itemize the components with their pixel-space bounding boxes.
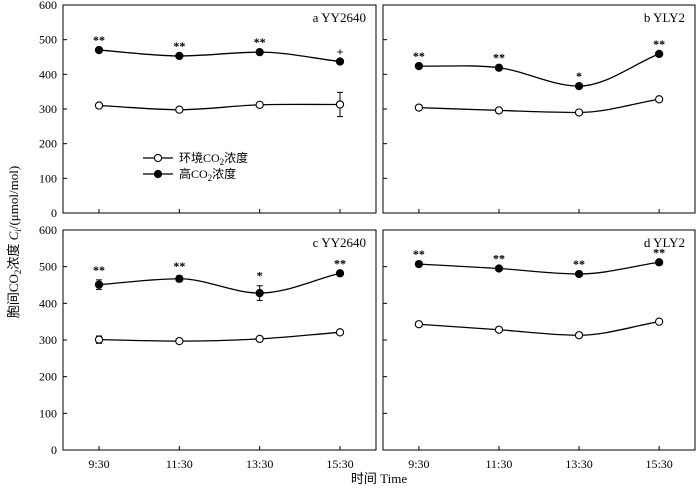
x-tick-label: 13:30 (565, 457, 592, 471)
plot-frame (62, 4, 377, 214)
y-tick-label: 0 (51, 206, 57, 220)
y-tick-label: 300 (39, 102, 57, 116)
significance-mark: ** (413, 247, 425, 261)
significance-mark: ** (173, 259, 185, 273)
x-axis-title: 时间 Time (351, 471, 407, 486)
legend-marker (153, 169, 163, 179)
data-point (94, 101, 104, 110)
significance-mark: * (257, 269, 263, 283)
data-point (335, 100, 345, 109)
y-tick-label: 200 (39, 137, 57, 151)
x-tick-label: 9:30 (408, 457, 429, 471)
data-point (654, 49, 664, 59)
y-tick-label: 600 (39, 0, 57, 12)
panel-title: d YLY2 (644, 235, 685, 250)
plot-frame (382, 229, 696, 451)
y-tick-label: 100 (39, 406, 57, 420)
panel-title: a YY2640 (313, 10, 366, 25)
y-tick-label: 600 (39, 223, 57, 237)
x-tick-label: 15:30 (645, 457, 672, 471)
data-point (255, 47, 264, 57)
data-point (335, 269, 345, 278)
significance-mark: ** (334, 256, 346, 270)
significance-mark: ** (573, 257, 585, 271)
significance-mark: ** (653, 37, 665, 51)
data-point (94, 335, 104, 344)
series-line (418, 53, 660, 87)
series-line (418, 321, 660, 336)
x-tick-label: 13:30 (246, 457, 273, 471)
series-line (98, 49, 341, 63)
significance-mark: ** (93, 33, 105, 47)
data-point (414, 103, 424, 112)
panel-a: 0 100 200 300 400 500 600 a YY2640 ** ** ** + (39, 0, 377, 220)
data-point (94, 280, 104, 289)
significance-mark: ** (493, 51, 505, 65)
series-line (98, 272, 341, 294)
series-line (418, 261, 660, 275)
y-tick-label: 500 (39, 260, 57, 274)
data-point (654, 258, 664, 267)
data-point (175, 105, 184, 114)
plot-frame (382, 4, 696, 214)
legend-marker (153, 153, 163, 163)
x-tick-label: 9:30 (88, 457, 109, 471)
data-point (255, 100, 264, 109)
x-tick-label: 11:30 (486, 457, 513, 471)
data-point (414, 61, 424, 71)
data-point (494, 325, 504, 334)
data-point (494, 106, 504, 115)
significance-mark: + (337, 45, 344, 59)
panel-d: 9:30 11:30 13:30 15:30d YLY2** ** **** (382, 229, 696, 471)
data-point (574, 269, 584, 279)
panel-title: b YLY2 (644, 10, 685, 25)
data-point (335, 328, 345, 337)
data-point (574, 81, 584, 91)
significance-mark: ** (254, 35, 266, 49)
y-tick-label: 0 (51, 443, 57, 457)
panel-title: c YY2640 (313, 235, 366, 250)
significance-mark: ** (493, 252, 505, 266)
data-point (175, 51, 184, 61)
series-line (98, 331, 341, 342)
significance-mark: ** (93, 263, 105, 277)
legend-entry-label: 高CO2浓度 (179, 166, 236, 183)
data-point (335, 57, 345, 66)
significance-mark: ** (653, 245, 665, 259)
y-axis-title: 胞间CO2浓度 Ci/(μmol/mol) (6, 166, 23, 318)
significance-mark: * (576, 69, 582, 83)
y-tick-label: 400 (39, 296, 57, 310)
panel-c: 0 100 200 300 400 500 600 9:30 11:30 13:30 15:30 c … (39, 223, 377, 471)
y-tick-label: 100 (39, 171, 57, 185)
data-point (574, 331, 584, 340)
data-point (494, 264, 504, 273)
significance-mark: ** (413, 49, 425, 63)
data-point (574, 108, 584, 117)
data-point (414, 320, 424, 329)
y-tick-label: 200 (39, 370, 57, 384)
x-tick-label: 11:30 (166, 457, 193, 471)
data-point (175, 274, 184, 283)
significance-mark: ** (173, 39, 185, 53)
data-point (654, 95, 664, 104)
series-line (98, 103, 341, 111)
series-line (418, 98, 660, 114)
y-tick-label: 300 (39, 333, 57, 347)
y-tick-label: 400 (39, 67, 57, 81)
data-point (414, 259, 424, 269)
panel-b: b YLY2** ***** (382, 4, 696, 214)
y-tick-label: 500 (39, 33, 57, 47)
x-tick-label: 15:30 (326, 457, 353, 471)
data-point (255, 288, 264, 298)
data-point (255, 334, 264, 344)
legend-entry-label: 环境CO2浓度 (179, 150, 248, 167)
data-point (94, 45, 104, 55)
data-point (654, 317, 664, 326)
data-point (494, 63, 504, 72)
data-point (175, 336, 184, 346)
